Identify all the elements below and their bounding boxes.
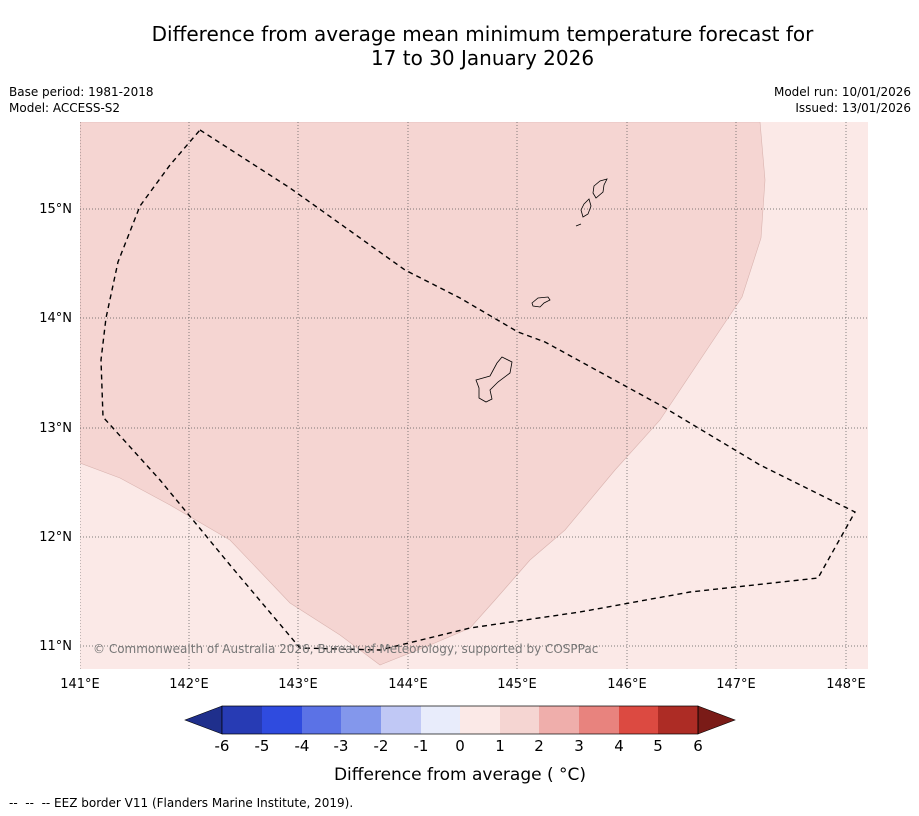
lat-labels: 15°N 14°N 13°N 12°N 11°N	[39, 202, 72, 654]
colorbar-label: Difference from average ( °C)	[334, 765, 586, 785]
colorbar-cell	[421, 706, 460, 734]
lon-label: 141°E	[60, 677, 100, 692]
colorbar-tick: 4	[614, 737, 624, 755]
lat-label: 11°N	[39, 639, 72, 654]
issued-date: Issued: 13/01/2026	[795, 101, 911, 115]
colorbar-cell	[302, 706, 341, 734]
lon-label: 143°E	[278, 677, 318, 692]
island-tinian	[580, 198, 592, 218]
colorbar-tick: -1	[414, 737, 429, 755]
lat-label: 15°N	[39, 202, 72, 217]
colorbar: -6 -5 -4 -3 -2 -1 0 1 2 3 4 5 6 Differen…	[184, 705, 736, 785]
meta-left: Base period: 1981-2018 Model: ACCESS-S2	[9, 84, 154, 116]
colorbar-under-arrow	[184, 705, 223, 735]
colorbar-tick: -6	[215, 737, 230, 755]
colorbar-cell	[460, 706, 500, 734]
lon-label: 145°E	[497, 677, 537, 692]
lon-label: 146°E	[607, 677, 647, 692]
map-title: Difference from average mean minimum tem…	[0, 22, 919, 70]
colorbar-cell	[222, 706, 262, 734]
lon-labels: 141°E 142°E 143°E 144°E 145°E 146°E 147°…	[60, 677, 866, 692]
eez-legend: -- -- -- EEZ border V11 (Flanders Marine…	[9, 796, 354, 810]
meta-right: Model run: 10/01/2026 Issued: 13/01/2026	[774, 84, 911, 116]
lat-label: 13°N	[39, 421, 72, 436]
colorbar-cell	[500, 706, 539, 734]
colorbar-tick: 6	[693, 737, 703, 755]
lat-label: 12°N	[39, 530, 72, 545]
colorbar-tick: -2	[374, 737, 389, 755]
gridlines	[80, 122, 868, 669]
colorbar-tick: 0	[455, 737, 465, 755]
colorbar-tick: 2	[534, 737, 544, 755]
island-guam	[475, 356, 513, 403]
model-name: Model: ACCESS-S2	[9, 101, 121, 115]
colorbar-ticks: -6 -5 -4 -3 -2 -1 0 1 2 3 4 5 6	[215, 737, 703, 755]
colorbar-cell	[539, 706, 579, 734]
colorbar-cell	[579, 706, 619, 734]
lon-label: 148°E	[826, 677, 866, 692]
colorbar-cell	[381, 706, 421, 734]
island-aguijan	[575, 223, 582, 227]
base-period: Base period: 1981-2018	[9, 85, 154, 99]
title-line-2: 17 to 30 January 2026	[370, 46, 595, 70]
colorbar-tick: -4	[295, 737, 310, 755]
colorbar-cell	[262, 706, 302, 734]
colorbar-cell	[658, 706, 698, 734]
colorbar-tick: -5	[255, 737, 270, 755]
colorbar-over-arrow	[697, 705, 736, 735]
colorbar-tick: 5	[653, 737, 663, 755]
island-saipan	[592, 178, 608, 199]
colorbar-tick: 1	[495, 737, 505, 755]
lon-label: 144°E	[388, 677, 428, 692]
map-area: © Commonwealth of Australia 2026, Bureau…	[80, 122, 868, 669]
colorbar-cell	[341, 706, 381, 734]
colorbar-tick: 3	[574, 737, 584, 755]
colorbar-cell	[619, 706, 658, 734]
lon-label: 142°E	[169, 677, 209, 692]
lon-label: 147°E	[716, 677, 756, 692]
title-line-1: Difference from average mean minimum tem…	[151, 22, 814, 46]
copyright-text: © Commonwealth of Australia 2026, Bureau…	[93, 642, 598, 656]
island-rota	[531, 296, 551, 308]
model-run: Model run: 10/01/2026	[773, 85, 911, 99]
colorbar-tick: -3	[334, 737, 349, 755]
lat-label: 14°N	[39, 311, 72, 326]
